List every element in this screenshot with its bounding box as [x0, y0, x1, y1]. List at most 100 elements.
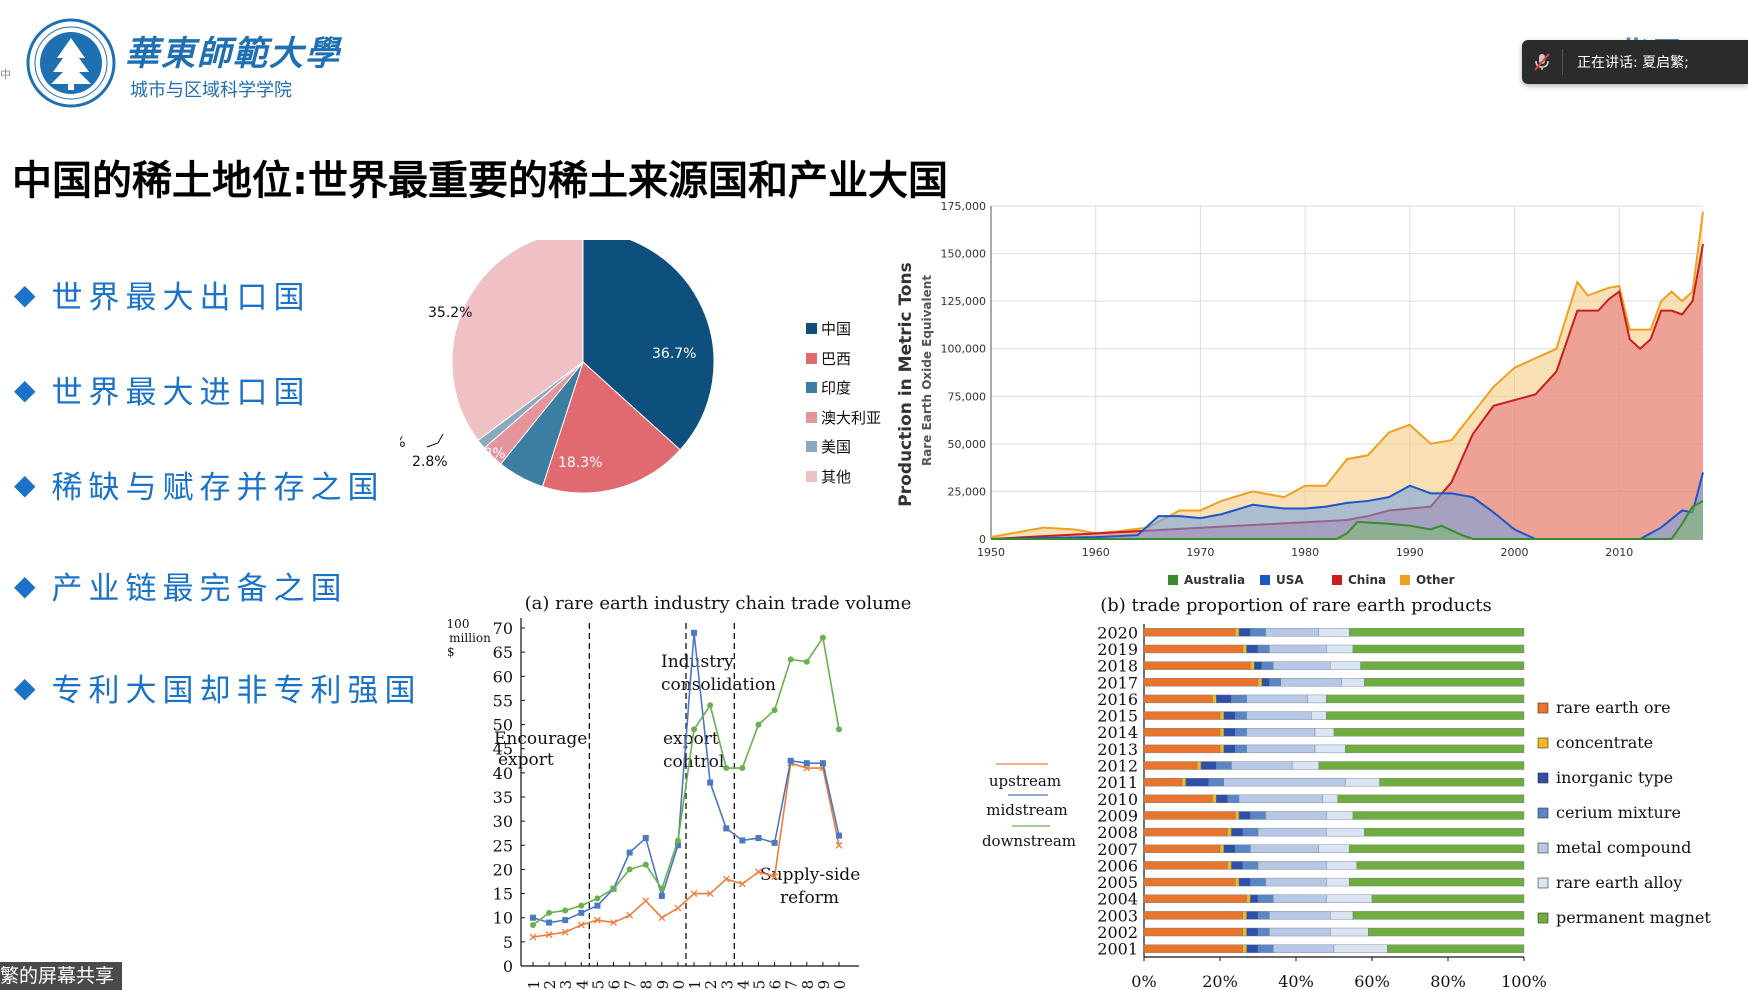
bar-segment-rare-earth-ore	[1143, 777, 1183, 787]
x-tick-label: 2008	[638, 980, 656, 990]
bar-segment-rare-earth-alloy	[1326, 811, 1354, 820]
bar-segment-rare-earth-ore	[1143, 944, 1244, 953]
data-point-midstream	[819, 760, 826, 767]
bar-segment-metal-compound	[1280, 678, 1342, 687]
bar-segment-rare-earth-ore	[1143, 644, 1244, 654]
bar-segment-concentrate	[1227, 861, 1232, 870]
y-tick-label: 35	[493, 788, 513, 807]
bar-segment-metal-compound	[1257, 861, 1327, 870]
bar-segment-permanent-magnet	[1326, 711, 1525, 720]
x-tick-label: 60%	[1354, 972, 1390, 990]
bar-segment-rare-earth-ore	[1143, 811, 1236, 820]
pie-slice	[582, 240, 715, 451]
diamond-icon: ◆	[14, 468, 36, 501]
legend-item: 印度	[806, 373, 881, 403]
bar-segment-inorganic-type	[1200, 761, 1217, 770]
y-tick-label: 2020	[1097, 623, 1138, 642]
data-point-upstream	[529, 933, 537, 941]
bar-segment-cerium-mixture	[1257, 894, 1274, 903]
legend-label: inorganic type	[1556, 768, 1673, 787]
y-tick-label: 65	[493, 643, 513, 662]
pie-value-label: 5.8%	[470, 446, 506, 462]
data-point-upstream	[771, 873, 779, 881]
bar-segment-cerium-mixture	[1215, 761, 1232, 770]
legend-swatch	[1537, 737, 1549, 749]
bar-segment-rare-earth-ore	[1143, 844, 1221, 853]
y-tick-label: 2012	[1097, 757, 1138, 776]
bar-segment-inorganic-type	[1223, 844, 1236, 853]
bar-segment-rare-earth-alloy	[1345, 777, 1380, 787]
data-point-downstream	[723, 765, 730, 772]
bar-segment-concentrate	[1242, 911, 1247, 920]
x-tick-label: 2015	[750, 980, 768, 990]
legend-label: USA	[1276, 573, 1304, 587]
bar-segment-rare-earth-ore	[1143, 711, 1221, 720]
bar-segment-rare-earth-alloy	[1326, 827, 1365, 837]
legend-swatch	[806, 411, 817, 423]
y-tick-label: 10	[493, 909, 513, 928]
bar-segment-permanent-magnet	[1352, 911, 1525, 920]
y-axis-label-line: million	[449, 631, 491, 645]
y-tick-label: 2017	[1097, 673, 1138, 692]
data-point-midstream	[546, 919, 553, 926]
phase-annotation: control	[663, 752, 724, 772]
bar-segment-inorganic-type	[1231, 861, 1243, 870]
pie-chart: 36.7% 18.3% 5.8% 2.8% 1.2% 35.2%	[400, 240, 715, 494]
x-tick-label: 2007	[622, 980, 640, 990]
chart-title: (a) rare earth industry chain trade volu…	[525, 593, 912, 614]
bar-segment-cerium-mixture	[1242, 861, 1259, 870]
data-point-downstream	[674, 837, 681, 844]
legend-swatch	[1332, 575, 1342, 585]
bar-segment-rare-earth-ore	[1143, 761, 1198, 770]
legend-label: rare earth alloy	[1556, 873, 1682, 892]
legend-swatch	[1260, 575, 1270, 585]
legend-swatch	[806, 470, 817, 482]
y-tick-label: 40	[493, 764, 513, 783]
bar-segment-permanent-magnet	[1387, 944, 1525, 953]
pie-value-label: 1.2%	[400, 435, 406, 451]
legend-label: permanent magnet	[1556, 908, 1711, 927]
data-point-midstream	[562, 917, 569, 924]
bullet-text: 世界最大出口国	[51, 280, 311, 316]
chart-title: (b) trade proportion of rare earth produ…	[1100, 595, 1492, 616]
y-tick-label: 5	[503, 933, 513, 952]
data-point-midstream	[787, 757, 794, 764]
data-point-upstream	[835, 841, 843, 849]
data-point-downstream	[819, 634, 826, 641]
legend-label: upstream	[989, 772, 1061, 790]
y-tick-label: 2007	[1097, 840, 1138, 859]
bar-segment-cerium-mixture	[1257, 944, 1274, 953]
y-tick-label: 2008	[1097, 823, 1138, 842]
bar-segment-concentrate	[1196, 761, 1202, 770]
bullet-text: 稀缺与赋存并存之国	[51, 470, 385, 506]
y-tick-label: 2016	[1097, 690, 1138, 709]
y-tick-label: 50,000	[948, 438, 987, 451]
bar-segment-rare-earth-alloy	[1318, 628, 1350, 637]
data-point-upstream	[610, 919, 617, 927]
data-point-upstream	[626, 911, 634, 919]
bar-segment-cerium-mixture	[1242, 827, 1259, 837]
bar-segment-permanent-magnet	[1360, 661, 1525, 670]
x-tick-label: 2012	[702, 980, 720, 990]
bar-segment-permanent-magnet	[1326, 694, 1525, 704]
bar-segment-metal-compound	[1246, 728, 1316, 737]
diamond-icon: ◆	[14, 671, 36, 704]
speaking-indicator[interactable]: 正在讲话: 夏启繁;	[1522, 40, 1748, 84]
data-point-downstream	[658, 885, 665, 892]
bar-segment-metal-compound	[1265, 877, 1327, 887]
bar-segment-rare-earth-ore	[1143, 927, 1244, 937]
x-tick-label: 40%	[1278, 972, 1314, 990]
y-tick-label: 2004	[1097, 890, 1138, 909]
x-tick-label: 2013	[718, 980, 736, 990]
legend-swatch	[806, 382, 817, 394]
data-point-midstream	[755, 835, 762, 842]
bar-segment-metal-compound	[1246, 711, 1312, 720]
bar-segment-cerium-mixture	[1234, 844, 1251, 853]
bullet-item: ◆ 产业链最完备之国	[14, 563, 348, 608]
bar-segment-rare-earth-alloy	[1314, 744, 1346, 754]
bar-segment-inorganic-type	[1238, 811, 1251, 820]
bar-segment-permanent-magnet	[1337, 794, 1525, 804]
bar-segment-metal-compound	[1265, 628, 1320, 637]
screen-share-label[interactable]: 繁的屏幕共享	[0, 962, 123, 990]
data-point-upstream	[561, 928, 569, 936]
